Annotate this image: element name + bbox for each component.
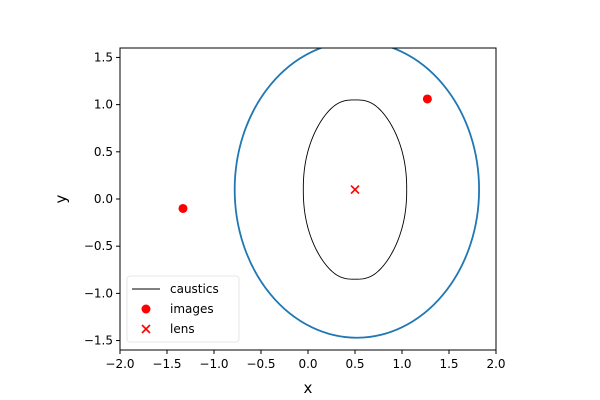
legend-label-caustics: caustics [170,282,219,296]
x-tick-label: −0.5 [246,357,275,371]
x-tick-label: −1.0 [199,357,228,371]
lens-point-stroke [350,184,360,195]
caustic-curve [302,99,408,280]
x-axis-ticks: −2.0 −1.5 −1.0 −0.5 0.0 0.5 1.0 1.5 2.0 [105,350,506,371]
y-tick-label: 0.5 [94,145,113,159]
images-point [178,203,188,213]
x-tick-label: 1.0 [392,357,411,371]
y-tick-label: 1.0 [94,98,113,112]
y-axis-label: y [52,194,70,203]
y-tick-label: −1.5 [84,334,113,348]
y-axis-ticks: −1.5 −1.0 −0.5 0.0 0.5 1.0 1.5 [84,50,120,348]
critical-curve [233,48,480,339]
x-axis-label: x [304,379,313,397]
data-layer [178,48,480,339]
legend-lens-swatch-stroke [141,324,151,334]
x-tick-label: 2.0 [486,357,505,371]
y-tick-label: 0.0 [94,192,113,206]
legend-box [126,275,240,343]
x-tick-label: −2.0 [105,357,134,371]
y-tick-label: −1.0 [84,286,113,300]
lens-point [350,184,360,195]
legend-label-images: images [170,302,214,316]
y-tick-label: 1.5 [94,50,113,64]
x-tick-label: 1.5 [439,357,458,371]
legend-images-swatch [141,304,151,314]
legend-label-lens: lens [170,322,195,336]
legend: caustics images lens [126,275,240,343]
y-tick-label: −0.5 [84,239,113,253]
x-tick-label: 0.0 [298,357,317,371]
legend-lens-swatch [141,324,151,334]
images-point [422,94,432,104]
x-tick-label: 0.5 [345,357,364,371]
x-tick-label: −1.5 [152,357,181,371]
